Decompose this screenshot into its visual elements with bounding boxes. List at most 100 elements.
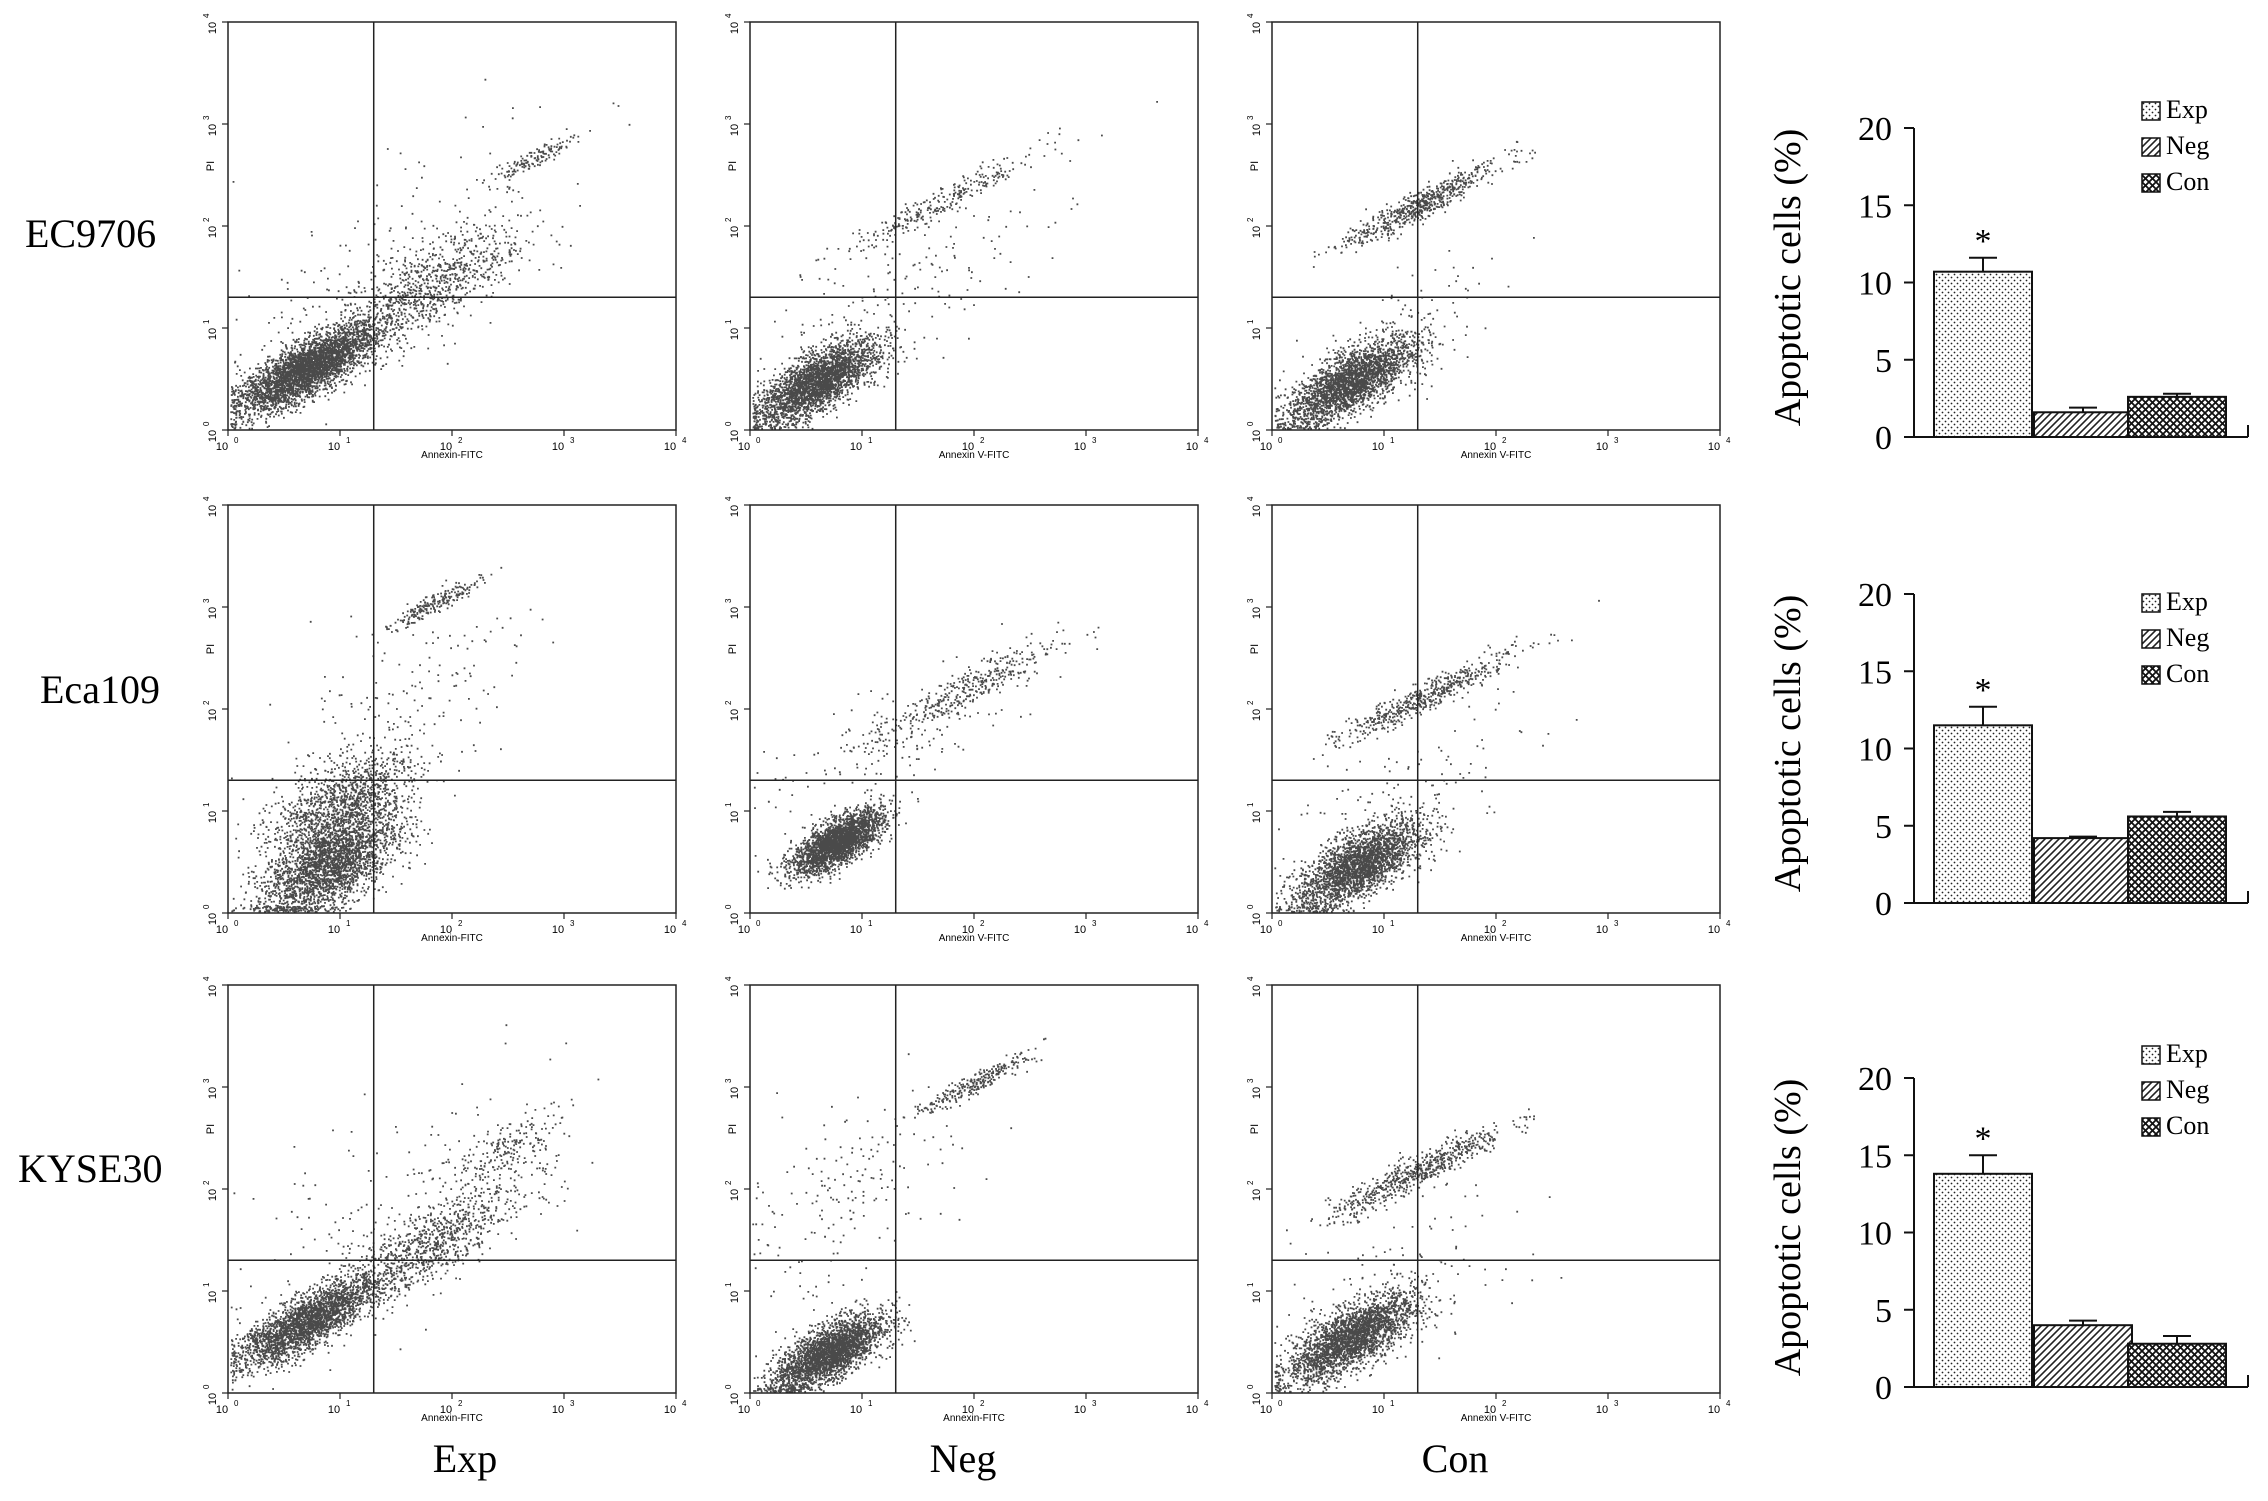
x-axis-label: Annexin V-FITC [939,450,1010,461]
x-tick-label: 10 [1596,924,1608,936]
plot-frame [228,505,676,913]
bar-con [2128,397,2226,437]
y-tick-label: 10 [729,328,741,340]
y-tick-label: 10 [207,22,219,34]
x-tick-exponent: 4 [1726,919,1731,928]
y-tick-exponent: 3 [724,598,733,603]
x-tick-exponent: 4 [1726,436,1731,445]
x-tick-exponent: 0 [1278,919,1283,928]
bar-chart-eca109: 0 5 10 15 20 Apoptotic cells (%) * Exp Neg Con [1767,577,2248,923]
y-tick-label: 10 [1251,505,1263,517]
x-tick-exponent: 1 [868,1399,873,1408]
x-tick-label: 10 [1186,924,1198,936]
y-tick-exponent: 4 [202,496,211,501]
x-tick-exponent: 1 [1390,919,1395,928]
x-tick-exponent: 0 [756,436,761,445]
y-tick-label: 10 [1858,1216,1892,1253]
y-tick-label: 10 [729,811,741,823]
y-tick-exponent: 4 [202,13,211,18]
y-tick-exponent: 0 [1246,1384,1255,1389]
x-tick-label: 10 [552,924,564,936]
bar-chart-kyse30: 05101520Apoptotic cells (%) *ExpNegCon [1767,1039,2248,1407]
x-tick-exponent: 3 [1614,436,1619,445]
x-tick-exponent: 0 [756,1399,761,1408]
flow-plot-ec9706-exp: 100100101101102102103103104104Annexin-FI… [202,13,687,461]
event-points [230,1024,599,1390]
x-tick-exponent: 1 [1390,1399,1395,1408]
x-tick-label: 10 [552,441,564,453]
y-tick-exponent: 0 [724,421,733,426]
legend-swatch-neg [2142,630,2160,648]
y-tick-label: 10 [207,607,219,619]
y-tick-exponent: 4 [1246,976,1255,981]
y-tick-exponent: 1 [202,319,211,324]
x-axis-label: Annexin-FITC [421,933,483,944]
x-tick-exponent: 2 [458,919,463,928]
y-axis-label: Apoptotic cells (%) [1767,595,1809,893]
y-tick-exponent: 3 [1246,1078,1255,1083]
significance-marker: * [1975,223,1992,260]
x-tick-exponent: 2 [1502,1399,1507,1408]
flow-plot-eca109-exp: 100100101101102102103103104104Annexin-FI… [202,496,687,944]
x-tick-exponent: 3 [1092,1399,1097,1408]
x-tick-label: 10 [328,1404,340,1416]
y-tick-exponent: 2 [202,1180,211,1185]
x-tick-label: 10 [1708,441,1720,453]
legend-swatch-exp [2142,594,2160,612]
y-tick-exponent: 3 [1246,598,1255,603]
bar-exp [1934,725,2032,903]
y-tick-exponent: 4 [724,496,733,501]
y-axis-label: PI [205,644,217,654]
legend-swatch-con [2142,174,2160,192]
x-tick-label: 10 [328,441,340,453]
y-tick-exponent: 0 [202,421,211,426]
y-tick-exponent: 0 [202,1384,211,1389]
x-tick-exponent: 4 [682,1399,687,1408]
y-tick-exponent: 2 [1246,1180,1255,1185]
y-tick-label: 10 [1251,811,1263,823]
x-tick-exponent: 1 [868,919,873,928]
row-label-ec9706: EC9706 [25,211,156,256]
y-tick-label: 10 [729,22,741,34]
y-tick-label: 20 [1858,577,1892,614]
legend-label-neg: Neg [2166,131,2209,160]
y-tick-label: 5 [1875,343,1892,380]
x-tick-label: 10 [1708,924,1720,936]
x-tick-label: 10 [1372,441,1384,453]
y-tick-label: 10 [729,124,741,136]
y-tick-exponent: 0 [724,904,733,909]
y-tick-label: 10 [729,505,741,517]
legend-swatch-neg [2142,1082,2160,1100]
y-axis-label: PI [205,161,217,171]
y-tick-exponent: 3 [724,1078,733,1083]
y-tick-exponent: 3 [202,598,211,603]
legend-label-exp: Exp [2166,587,2208,616]
y-tick-label: 0 [1875,886,1892,923]
x-tick-label: 10 [1074,1404,1086,1416]
bar-neg [2034,1325,2132,1387]
y-tick-label: 10 [1251,22,1263,34]
y-tick-label: 10 [207,1087,219,1099]
x-tick-label: 10 [1372,924,1384,936]
event-points [231,567,554,913]
event-points [752,101,1158,430]
legend-swatch-exp [2142,1046,2160,1064]
x-tick-label: 10 [664,1404,676,1416]
y-tick-label: 10 [729,430,741,442]
y-tick-exponent: 1 [1246,1282,1255,1287]
significance-marker: * [1975,1120,1992,1157]
x-tick-exponent: 0 [1278,436,1283,445]
x-tick-exponent: 2 [458,1399,463,1408]
legend-swatch-exp [2142,102,2160,120]
bar-exp [1934,272,2032,437]
x-tick-exponent: 0 [756,919,761,928]
y-tick-label: 10 [207,430,219,442]
y-tick-exponent: 3 [202,1078,211,1083]
event-points [230,79,630,430]
x-tick-exponent: 2 [980,919,985,928]
y-tick-label: 10 [729,985,741,997]
x-axis-label: Annexin V-FITC [1461,450,1532,461]
y-tick-label: 20 [1858,1061,1892,1098]
x-tick-exponent: 1 [346,1399,351,1408]
y-tick-label: 10 [1251,1087,1263,1099]
